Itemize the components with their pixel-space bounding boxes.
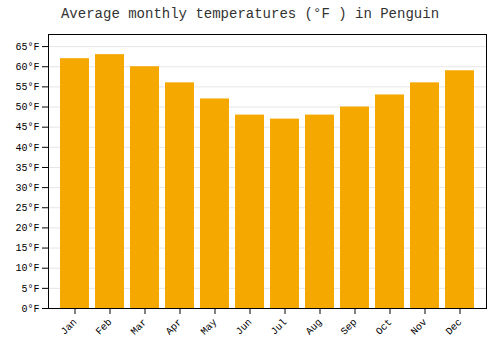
svg-text:Apr: Apr (164, 317, 185, 338)
svg-text:40°F: 40°F (15, 143, 39, 154)
svg-text:Oct: Oct (374, 317, 395, 338)
svg-text:Mar: Mar (129, 317, 150, 338)
svg-text:Dec: Dec (444, 317, 465, 338)
html-text:Average monthly temperatures (: Average monthly temperatures (°F ) in Pe… (61, 6, 439, 22)
svg-text:5°F: 5°F (21, 284, 39, 295)
svg-text:35°F: 35°F (15, 163, 39, 174)
svg-text:Jul: Jul (269, 317, 290, 338)
svg-text:0°F: 0°F (21, 304, 39, 315)
svg-text:Feb: Feb (94, 317, 115, 338)
svg-text:25°F: 25°F (15, 203, 39, 214)
svg-text:Jan: Jan (59, 317, 80, 338)
svg-text:45°F: 45°F (15, 122, 39, 133)
svg-text:65°F: 65°F (15, 42, 39, 53)
svg-text:10°F: 10°F (15, 263, 39, 274)
svg-text:50°F: 50°F (15, 102, 39, 113)
svg-text:Jun: Jun (234, 317, 255, 338)
svg-text:20°F: 20°F (15, 223, 39, 234)
svg-text:Aug: Aug (304, 317, 325, 338)
svg-text:60°F: 60°F (15, 62, 39, 73)
svg-text:May: May (199, 317, 220, 338)
svg-text:55°F: 55°F (15, 82, 39, 93)
svg-text:Sep: Sep (339, 317, 360, 338)
svg-text:Nov: Nov (409, 317, 430, 338)
svg-text:15°F: 15°F (15, 243, 39, 254)
svg-text:30°F: 30°F (15, 183, 39, 194)
